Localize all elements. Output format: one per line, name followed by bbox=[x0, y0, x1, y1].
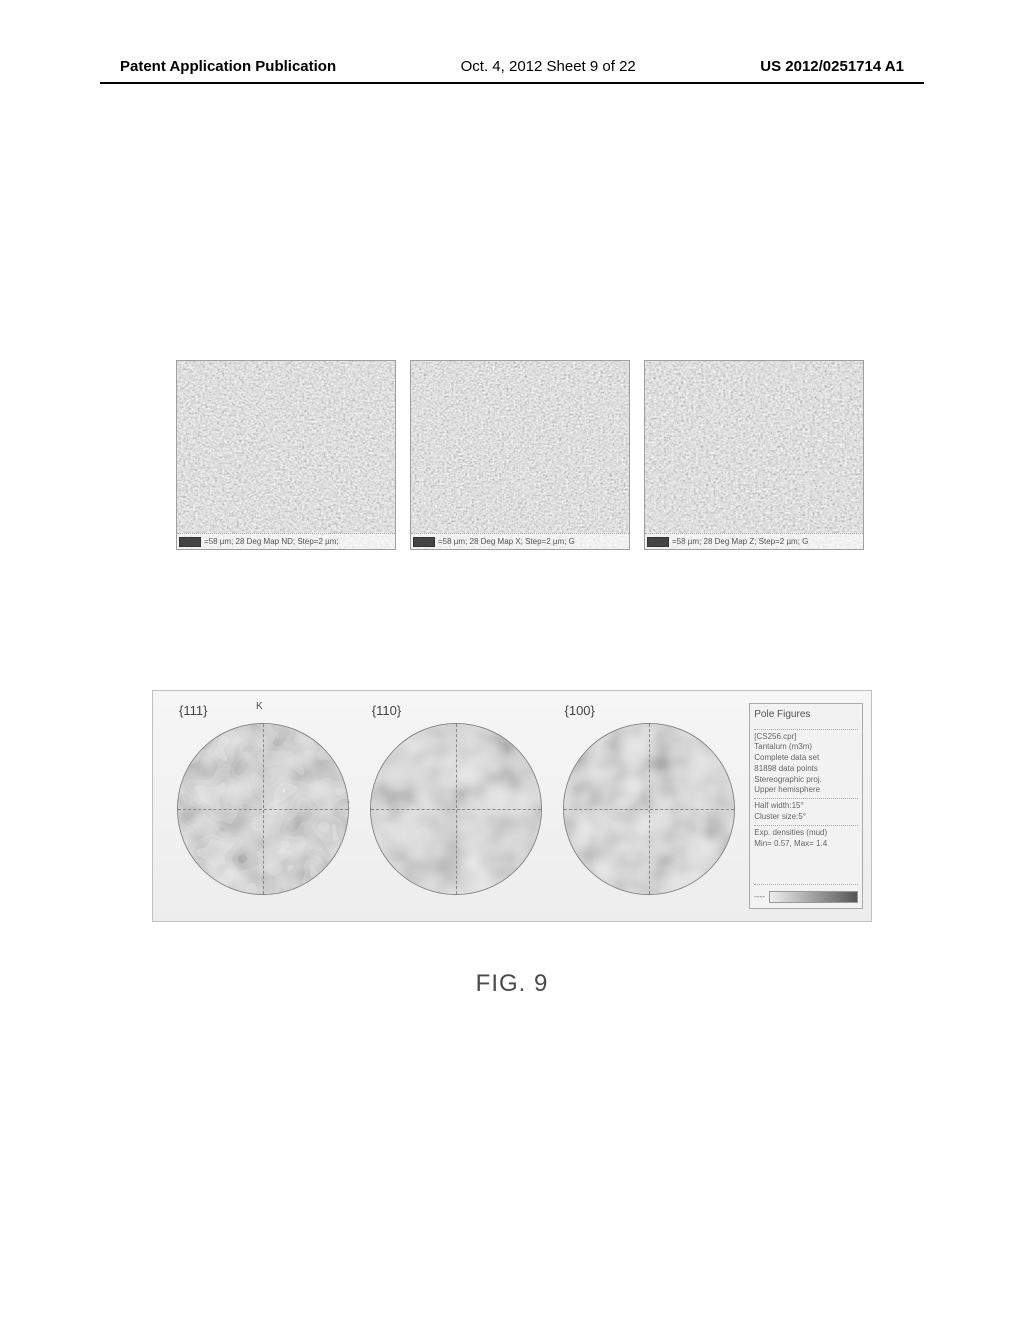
grain-map-caption: =58 µm; 28 Deg Map ND; Step=2 µm; bbox=[177, 533, 395, 549]
figure-caption: FIG. 9 bbox=[0, 970, 1024, 998]
legend-line: Exp. densities (mud) bbox=[754, 828, 858, 839]
grain-map-z: =58 µm; 28 Deg Map Z; Step=2 µm; G bbox=[644, 360, 864, 550]
scale-bar-icon bbox=[647, 537, 669, 547]
legend-title: Pole Figures bbox=[754, 708, 858, 724]
legend-line: Cluster size:5° bbox=[754, 812, 858, 823]
grain-texture-icon bbox=[645, 361, 863, 549]
header-pub-number: US 2012/0251714 A1 bbox=[760, 58, 904, 75]
legend-line: 81898 data points bbox=[754, 764, 858, 775]
scale-bar-icon bbox=[179, 537, 201, 547]
pole-figure-110: {110} bbox=[364, 701, 541, 911]
page-header: Patent Application Publication Oct. 4, 2… bbox=[0, 58, 1024, 75]
legend-colorbar: ---- bbox=[754, 884, 858, 906]
pole-circle bbox=[563, 723, 735, 895]
header-publication: Patent Application Publication bbox=[120, 58, 336, 75]
pole-figure-100: {100} bbox=[557, 701, 734, 911]
header-date-sheet: Oct. 4, 2012 Sheet 9 of 22 bbox=[461, 58, 636, 75]
crosshair-v bbox=[456, 724, 457, 894]
legend-line: Half width:15° bbox=[754, 801, 858, 812]
colorbar-icon bbox=[769, 891, 858, 903]
legend-line: [CS256.cpr] bbox=[754, 732, 858, 743]
pole-figure-panel: {111} K Z {110} {100} bbox=[152, 690, 872, 922]
crosshair-v bbox=[649, 724, 650, 894]
grain-map-caption: =58 µm; 28 Deg Map X; Step=2 µm; G bbox=[411, 533, 629, 549]
pole-legend: Pole Figures [CS256.cpr] Tantalum (m3m) … bbox=[749, 703, 863, 909]
legend-line: Tantalum (m3m) bbox=[754, 742, 858, 753]
grain-map-row: =58 µm; 28 Deg Map ND; Step=2 µm; =58 µm… bbox=[176, 360, 864, 550]
grain-caption-text: =58 µm; 28 Deg Map Z; Step=2 µm; G bbox=[672, 537, 808, 546]
grain-map-nd: =58 µm; 28 Deg Map ND; Step=2 µm; bbox=[176, 360, 396, 550]
scale-bar-icon bbox=[413, 537, 435, 547]
header-rule bbox=[100, 82, 924, 84]
grain-map-caption: =58 µm; 28 Deg Map Z; Step=2 µm; G bbox=[645, 533, 863, 549]
grain-texture-icon bbox=[177, 361, 395, 549]
legend-divider bbox=[754, 729, 858, 730]
legend-divider bbox=[754, 825, 858, 826]
grain-caption-text: =58 µm; 28 Deg Map X; Step=2 µm; G bbox=[438, 537, 575, 546]
crosshair-v bbox=[263, 724, 264, 894]
legend-line: Complete data set bbox=[754, 753, 858, 764]
pole-label: {100} bbox=[565, 703, 595, 718]
grain-texture-icon bbox=[411, 361, 629, 549]
pole-label: {111} bbox=[179, 703, 207, 718]
pole-figure-111: {111} K Z bbox=[171, 701, 348, 911]
legend-divider bbox=[754, 798, 858, 799]
axis-k-label: K bbox=[256, 701, 263, 712]
grain-caption-text: =58 µm; 28 Deg Map ND; Step=2 µm; bbox=[204, 537, 339, 546]
pole-circle bbox=[370, 723, 542, 895]
pole-circle bbox=[177, 723, 349, 895]
legend-line: Stereographic proj. bbox=[754, 775, 858, 786]
legend-line: Min= 0.57, Max= 1.4 bbox=[754, 839, 858, 850]
pole-label: {110} bbox=[372, 703, 401, 718]
grain-map-x: =58 µm; 28 Deg Map X; Step=2 µm; G bbox=[410, 360, 630, 550]
legend-dash: ---- bbox=[754, 892, 765, 903]
legend-line: Upper hemisphere bbox=[754, 785, 858, 796]
